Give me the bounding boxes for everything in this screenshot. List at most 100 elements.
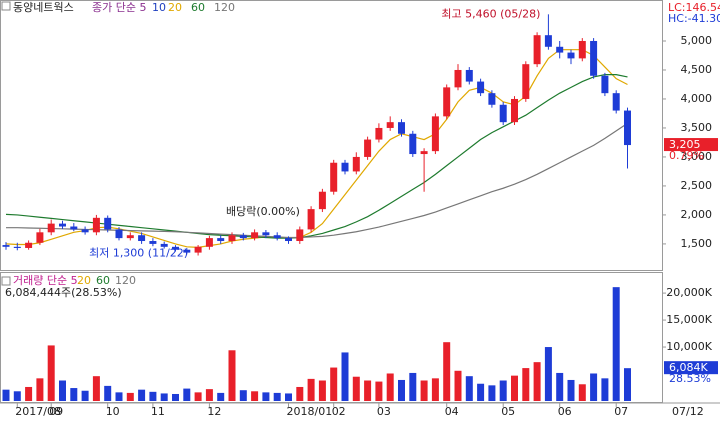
volume-marker: 6,084K bbox=[669, 361, 708, 374]
candle-body bbox=[522, 64, 530, 99]
volume-bar bbox=[488, 385, 496, 401]
candle-body bbox=[47, 223, 55, 233]
volume-bar bbox=[160, 393, 168, 401]
volume-bar bbox=[239, 390, 247, 401]
candle-body bbox=[104, 217, 112, 230]
volume-bar bbox=[104, 385, 112, 401]
volume-bar bbox=[556, 372, 564, 401]
volume-bar bbox=[443, 342, 451, 401]
x-tick-label: 07 bbox=[614, 405, 628, 418]
price-marker: 3,205 bbox=[669, 138, 701, 151]
legend-item: 60 bbox=[191, 1, 205, 14]
candle-body bbox=[431, 116, 439, 152]
volume-legend-item: 20 bbox=[77, 274, 91, 287]
volume-bar bbox=[273, 392, 281, 401]
volume-bar bbox=[477, 383, 485, 401]
moving-average bbox=[6, 122, 628, 239]
candle-body bbox=[183, 249, 191, 253]
volume-bar bbox=[612, 287, 620, 401]
volume-change: 28.53% bbox=[669, 372, 711, 385]
x-tick-label: 03 bbox=[377, 405, 391, 418]
dividend-annotation: 배당락(0.00%) bbox=[226, 205, 300, 218]
candle-body bbox=[533, 35, 541, 65]
volume-bar bbox=[454, 370, 462, 401]
candle-body bbox=[13, 246, 21, 248]
candle-body bbox=[273, 235, 281, 239]
volume-bar bbox=[352, 376, 360, 401]
candle-body bbox=[217, 238, 225, 242]
volume-bar bbox=[318, 380, 326, 401]
candle-body bbox=[25, 242, 33, 248]
y-tick-label: 5,000 bbox=[681, 34, 713, 47]
x-tick-label: 10 bbox=[106, 405, 120, 418]
y-tick-label: 2,500 bbox=[681, 179, 713, 192]
candle-body bbox=[36, 232, 44, 243]
candle-body bbox=[352, 156, 360, 172]
x-tick-label: 11 bbox=[151, 405, 165, 418]
volume-tick-label: 20,000K bbox=[666, 286, 712, 299]
candle-body bbox=[601, 75, 609, 94]
volume-bar bbox=[578, 384, 586, 401]
x-tick-label: 04 bbox=[445, 405, 459, 418]
candle-body bbox=[499, 104, 507, 123]
candle-body bbox=[578, 40, 586, 59]
candle-body bbox=[318, 191, 326, 210]
candle-body bbox=[59, 223, 66, 227]
candle-body bbox=[115, 229, 123, 239]
y-tick-label: 4,500 bbox=[681, 63, 713, 76]
stock-name: 동양네트웍스 bbox=[13, 1, 74, 14]
volume-bar bbox=[36, 378, 44, 401]
volume-bar bbox=[285, 393, 292, 401]
candle-body bbox=[2, 245, 10, 247]
volume-bar bbox=[601, 378, 609, 401]
volume-bar bbox=[522, 368, 530, 401]
candle-body bbox=[228, 235, 236, 242]
volume-bar bbox=[296, 386, 304, 401]
candle-body bbox=[420, 151, 428, 155]
candle-body bbox=[172, 246, 179, 250]
volume-bar bbox=[533, 362, 541, 401]
candle-body bbox=[251, 232, 259, 239]
volume-bar bbox=[251, 391, 259, 401]
y-tick-label: 1,500 bbox=[681, 237, 713, 250]
volume-bar bbox=[47, 345, 55, 401]
candle-body bbox=[477, 81, 485, 94]
volume-legend-item: 거래량 단순 5 bbox=[13, 274, 78, 287]
candle-body bbox=[364, 139, 372, 157]
legend-item: 10 bbox=[152, 1, 166, 14]
candle-body bbox=[465, 69, 473, 82]
legend-item: 20 bbox=[168, 1, 182, 14]
candle-body bbox=[81, 229, 89, 233]
volume-bar bbox=[567, 379, 575, 401]
icon[interactable] bbox=[1, 276, 11, 286]
volume-bar bbox=[92, 376, 100, 401]
volume-legend-item: 120 bbox=[115, 274, 136, 287]
volume-bar bbox=[2, 389, 10, 401]
volume-last: 6,084,444주(28.53%) bbox=[5, 286, 122, 299]
price-panel bbox=[0, 0, 663, 271]
volume-tick-label: 15,000K bbox=[666, 313, 712, 326]
volume-bar bbox=[420, 380, 428, 401]
volume-bar bbox=[70, 388, 78, 401]
volume-bar bbox=[386, 373, 394, 401]
x-tick-label: 05 bbox=[501, 405, 515, 418]
icon[interactable] bbox=[1, 1, 11, 11]
candle-body bbox=[138, 235, 146, 242]
hc-label: HC:-41.30 bbox=[668, 12, 720, 25]
volume-bar bbox=[138, 389, 146, 401]
volume-bar bbox=[330, 367, 338, 401]
lc-label: LC:146.54 bbox=[668, 1, 720, 14]
candle-body bbox=[443, 87, 451, 117]
candle-body bbox=[612, 93, 620, 111]
end-date: 07/12 bbox=[672, 405, 704, 418]
y-tick-label: 2,000 bbox=[681, 208, 713, 221]
volume-tick-label: 10,000K bbox=[666, 340, 712, 353]
candle-body bbox=[590, 40, 598, 76]
candle-body bbox=[205, 238, 213, 247]
price-legend: 종가 단순 5 bbox=[92, 1, 146, 14]
volume-bar bbox=[81, 390, 89, 401]
volume-bar bbox=[194, 392, 202, 401]
candle-body bbox=[409, 133, 417, 155]
volume-bar bbox=[115, 392, 123, 401]
